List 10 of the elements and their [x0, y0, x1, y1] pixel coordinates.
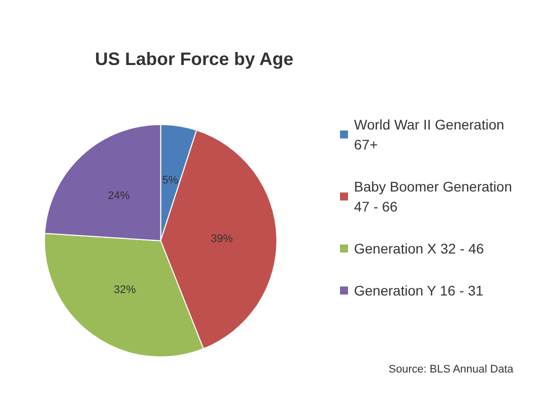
data-label: 32% [114, 284, 136, 296]
source-note: Source: BLS Annual Data [388, 364, 514, 376]
data-label: 39% [210, 232, 233, 245]
chart-title: US Labor Force by Age [95, 49, 294, 69]
legend-label: Generation Y 16 - 31 [354, 282, 484, 298]
legend-label: Generation X 32 - 46 [354, 240, 484, 256]
legend-label: World War II Generation 67+ [354, 116, 508, 152]
legend-label: Baby Boomer Generation 47 - 66 [354, 178, 516, 214]
data-label: 5% [162, 174, 178, 186]
data-label: 24% [108, 190, 130, 202]
